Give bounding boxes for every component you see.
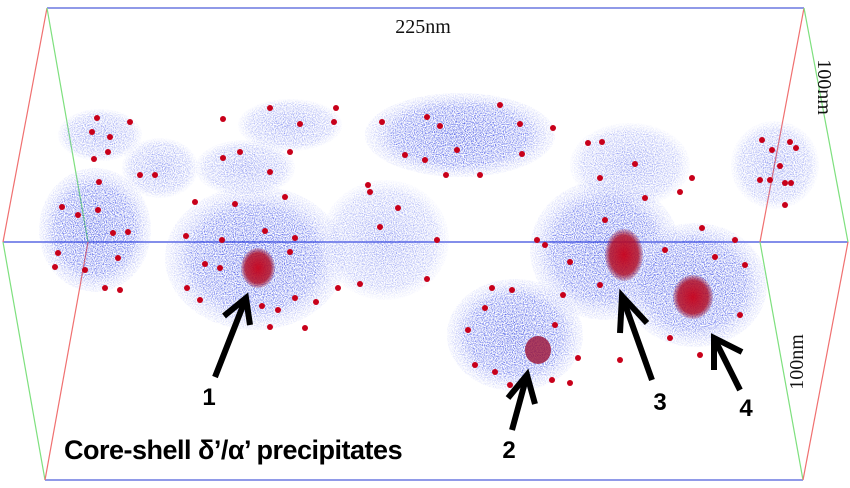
annotation-numbers: 1 2 3 4 — [202, 384, 753, 464]
scattered-red-atoms — [52, 102, 799, 388]
arrow-4 — [711, 333, 744, 392]
shell-clusters — [39, 93, 819, 391]
dimension-labels: 225nm 100nm 100nm — [395, 16, 835, 390]
arrow-3 — [617, 288, 655, 382]
label-225nm: 225nm — [395, 16, 451, 38]
arrow-1 — [212, 292, 253, 379]
arrow-2 — [505, 368, 538, 431]
annotation-4: 4 — [739, 395, 753, 422]
core-clusters — [241, 229, 713, 364]
figure-caption: Core-shell δ’/α’ precipitates — [64, 435, 402, 465]
label-100nm-lower: 100nm — [786, 334, 808, 390]
annotation-arrows — [212, 288, 744, 431]
annotation-2: 2 — [502, 437, 515, 464]
label-100nm-upper: 100nm — [813, 59, 835, 115]
annotation-3: 3 — [653, 389, 666, 416]
annotation-1: 1 — [202, 384, 215, 411]
